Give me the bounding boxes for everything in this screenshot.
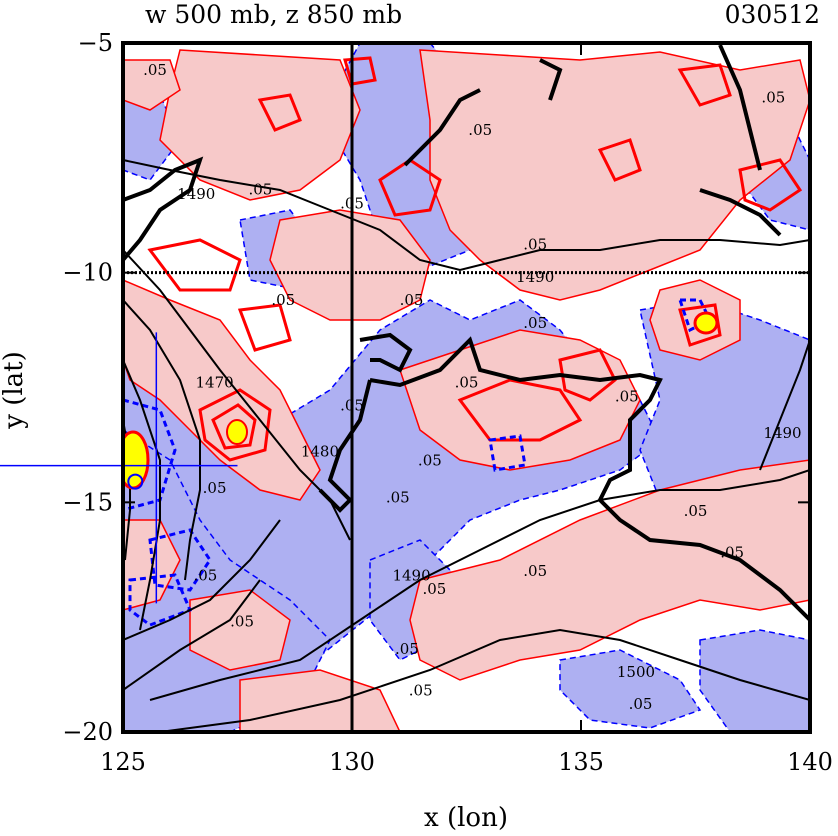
w-contour-label: .05 [230,612,254,630]
strong-w-contour [597,138,642,182]
w-maximum [226,419,248,445]
height-contour-label: 1490 [392,566,430,584]
w-maximum [693,311,719,335]
w-contour-label: .05 [194,566,218,584]
w-contour-label: .05 [395,640,419,658]
w-contour-label: .05 [523,236,547,254]
vertical-velocity-maxima [123,311,719,490]
strong-w-contour [128,573,192,627]
coastline [123,44,810,622]
height-contour-label: 1470 [196,374,234,392]
positive-w-region [419,49,810,301]
chart-title: w 500 mb, z 850 mb [145,0,402,29]
negative-w-region [699,629,810,732]
w-contour-label: .05 [629,695,653,713]
strong-w-contour [211,403,257,450]
w-contour-label: .05 [248,181,272,199]
strong-w-contour [147,238,242,292]
y-axis-label: y (lat) [0,351,29,430]
positive-w-region [123,279,321,501]
w-contour-label: .05 [271,291,295,309]
strong-w-contour [123,398,177,512]
negative-w-region [559,649,702,729]
x-axis-label: x (lon) [424,803,508,833]
w-contour-label: .05 [468,121,492,139]
height-contour [759,339,810,471]
height-contour [123,159,810,272]
x-tick-label: 130 [329,748,375,776]
plot-frame [121,41,812,734]
y-tick-label: −20 [62,718,113,746]
strong-w-contour [257,93,302,132]
height-contour [159,628,810,732]
height-contour [123,299,201,581]
coastline-segment [539,58,563,101]
height-contour-labels: 1490 1470 1480 1490 1490 1490 1500 [177,185,801,681]
w-contour-label: .05 [761,89,785,107]
y-tick-label: −15 [62,488,113,516]
strong-w-contour [558,348,617,402]
x-axis: 125 130 135 140 [100,43,833,776]
w-contour-label: .05 [523,562,547,580]
positive-w-regions [123,49,810,732]
w-contour-label: .05 [203,479,227,497]
height-contour [123,519,281,641]
coastline-segment [699,188,782,237]
w-contour-label: .05 [720,543,744,561]
height-contour-label: 1490 [763,424,801,442]
location-marker [0,332,238,604]
y-tick-label: −5 [78,29,113,57]
x-tick-label: 125 [100,748,146,776]
w-contour-label: .05 [143,61,167,79]
height-contour-label: 1500 [617,663,655,681]
positive-w-region [123,59,181,111]
height-contour [123,579,261,691]
strong-w-contour [237,303,292,352]
coastline-segment [403,88,481,167]
x-tick-label: 140 [787,748,833,776]
w-contour-labels: .05 .05 .05 .05 .05 .05 .05 .05 .05 .05 .05 .05 .05.… [143,61,785,713]
y-tick-label: −10 [62,259,113,287]
w-contour-label: .05 [418,452,442,470]
w-contour-label: .05 [615,387,639,405]
height-contour [123,359,161,631]
positive-w-region [159,49,361,201]
w-contour-label: .05 [455,374,479,392]
height-contour-label: 1490 [177,185,215,203]
coastline-segment [369,336,810,622]
positive-w-region [189,589,291,671]
strong-w-contour [738,158,803,212]
height-contour [149,469,810,701]
w-contour-label: .05 [409,681,433,699]
y-axis: −5 −10 −15 −20 [62,29,810,746]
coastline-segment [718,44,762,171]
strong-w-contour [677,63,732,107]
positive-w-region [239,669,401,732]
strong-w-contour [488,434,527,472]
strong-w-contour [148,528,212,592]
chart-date: 030512 [725,0,820,29]
strong-positive-w-contours [147,56,803,462]
marker-circle [127,473,144,490]
x-tick-label: 135 [558,748,604,776]
w-contour-label: .05 [523,314,547,332]
w-contour-label: .05 [684,502,708,520]
height-contour-label: 1490 [516,268,554,286]
w-contour-label: .05 [386,488,410,506]
w-contour-label: .05 [423,580,447,598]
strong-w-contour [678,303,722,347]
positive-w-region [409,459,810,681]
coastline-segment [318,379,372,513]
strong-w-contour [198,388,272,462]
strong-w-contour [343,56,377,86]
coastline-segment [123,156,204,262]
w-contour-label: .05 [400,291,424,309]
height-contour-label: 1480 [301,442,339,460]
coastline-segment [359,332,413,373]
